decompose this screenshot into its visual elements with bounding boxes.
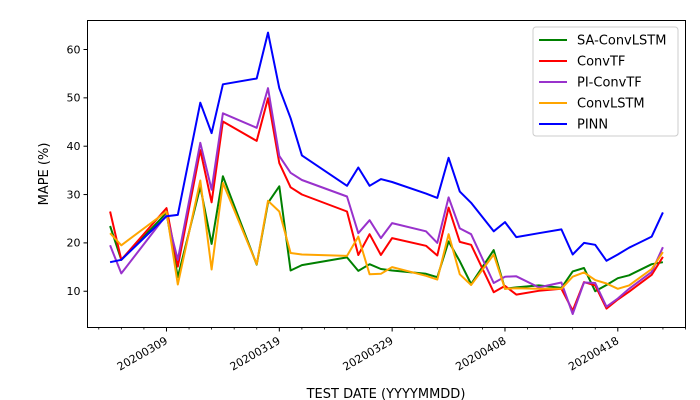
- x-tick-label: 20200418: [566, 334, 621, 373]
- x-tick-label: 20200329: [341, 334, 396, 373]
- y-tick-label: 50: [67, 92, 81, 105]
- y-axis-label: MAPE (%): [37, 143, 52, 206]
- x-axis-label: TEST DATE (YYYYMMDD): [306, 387, 466, 400]
- legend-box: [532, 26, 679, 137]
- y-tick-label: 10: [67, 285, 81, 298]
- y-tick-label: 30: [67, 188, 81, 201]
- plot-lines: [109, 31, 664, 315]
- legend: SA-ConvLSTM ConvTF PI-ConvTF ConvLSTM PINN: [532, 26, 679, 137]
- series-line-2: [109, 87, 664, 315]
- legend-label: ConvTF: [577, 55, 625, 70]
- x-axis: 20200309 20200319 20200329 20200408 20200418: [98, 327, 686, 373]
- legend-label: SA-ConvLSTM: [577, 34, 666, 49]
- series-line-4: [109, 31, 664, 264]
- y-tick-label: 40: [67, 140, 81, 153]
- series-line-3: [109, 179, 664, 290]
- y-tick-label: 60: [67, 43, 81, 56]
- x-tick-label: 20200319: [228, 334, 283, 373]
- legend-label: PINN: [577, 118, 608, 133]
- x-tick-label: 20200408: [453, 334, 508, 373]
- y-axis: 10 20 30 40 50 60: [67, 43, 88, 298]
- x-tick-label: 20200309: [115, 334, 170, 373]
- plot-frame: [87, 20, 686, 328]
- legend-label: ConvLSTM: [577, 97, 645, 112]
- y-tick-label: 20: [67, 237, 81, 250]
- legend-label: PI-ConvTF: [577, 76, 642, 91]
